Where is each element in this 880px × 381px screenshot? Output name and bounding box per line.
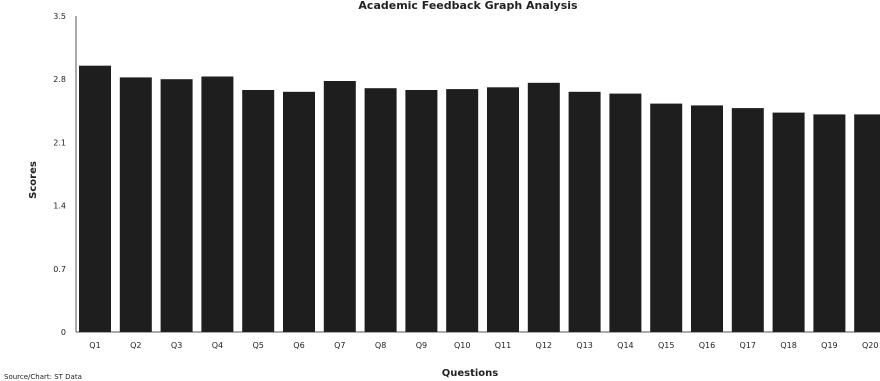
bar-q12 — [527, 82, 560, 332]
y-tick-label: 3.5 — [53, 12, 66, 21]
bar-q15 — [650, 103, 683, 332]
x-tick-label: Q14 — [617, 341, 633, 350]
bar-q2 — [119, 77, 152, 333]
bar-q10 — [446, 89, 479, 332]
chart-title: Academic Feedback Graph Analysis — [358, 0, 578, 12]
x-tick-label: Q8 — [375, 341, 386, 350]
bar-q7 — [323, 81, 356, 332]
source-note: Source/Chart: ST Data — [4, 373, 82, 381]
bar-q14 — [609, 93, 642, 332]
x-tick-label: Q17 — [740, 341, 756, 350]
x-tick-label: Q4 — [212, 341, 223, 350]
y-tick-label: 1.4 — [53, 202, 66, 211]
x-tick-label: Q12 — [536, 341, 552, 350]
y-tick-label: 0.7 — [53, 265, 66, 274]
bar-q8 — [364, 88, 397, 332]
x-tick-label: Q11 — [495, 341, 511, 350]
x-axis-label: Questions — [442, 368, 499, 379]
x-tick-label: Q15 — [658, 341, 674, 350]
x-tick-label: Q18 — [780, 341, 796, 350]
bar-q18 — [772, 112, 805, 332]
x-tick-label: Q10 — [454, 341, 470, 350]
x-tick-label: Q1 — [89, 341, 100, 350]
x-tick-label: Q5 — [253, 341, 264, 350]
bar-q16 — [691, 105, 723, 333]
x-tick-label: Q6 — [293, 341, 304, 350]
x-tick-label: Q3 — [171, 341, 182, 350]
x-tick-label: Q9 — [416, 341, 427, 350]
bar-q11 — [487, 87, 519, 332]
x-tick-label: Q20 — [862, 341, 878, 350]
x-tick-label: Q13 — [576, 341, 592, 350]
x-tick-labels: Q1 Q2 Q3 Q4 Q5 Q6 Q7 Q8 Q9 Q10 Q11 Q12 Q13 Q14 Q15 Q16 Q… — [89, 341, 878, 350]
bar-q1 — [79, 65, 111, 332]
bar-q6 — [283, 91, 315, 332]
y-tick-label: 2.1 — [53, 138, 66, 147]
bar-series — [79, 65, 880, 333]
y-axis-label: Scores — [28, 161, 39, 199]
bar-q19 — [813, 114, 846, 333]
y-tick-label: 0 — [61, 328, 66, 337]
x-tick-label: Q2 — [130, 341, 141, 350]
bar-q17 — [731, 108, 764, 332]
bar-q13 — [568, 91, 601, 332]
x-tick-label: Q19 — [821, 341, 837, 350]
bar-q3 — [160, 79, 193, 332]
x-tick-label: Q16 — [699, 341, 715, 350]
y-tick-labels: 0 0.7 1.4 2.1 2.8 3.5 — [53, 12, 66, 337]
bar-q9 — [405, 90, 438, 332]
bar-q4 — [201, 76, 234, 332]
x-tick-label: Q7 — [334, 341, 345, 350]
y-tick-label: 2.8 — [53, 75, 66, 84]
bar-q20 — [854, 114, 880, 333]
bar-q5 — [242, 90, 275, 332]
